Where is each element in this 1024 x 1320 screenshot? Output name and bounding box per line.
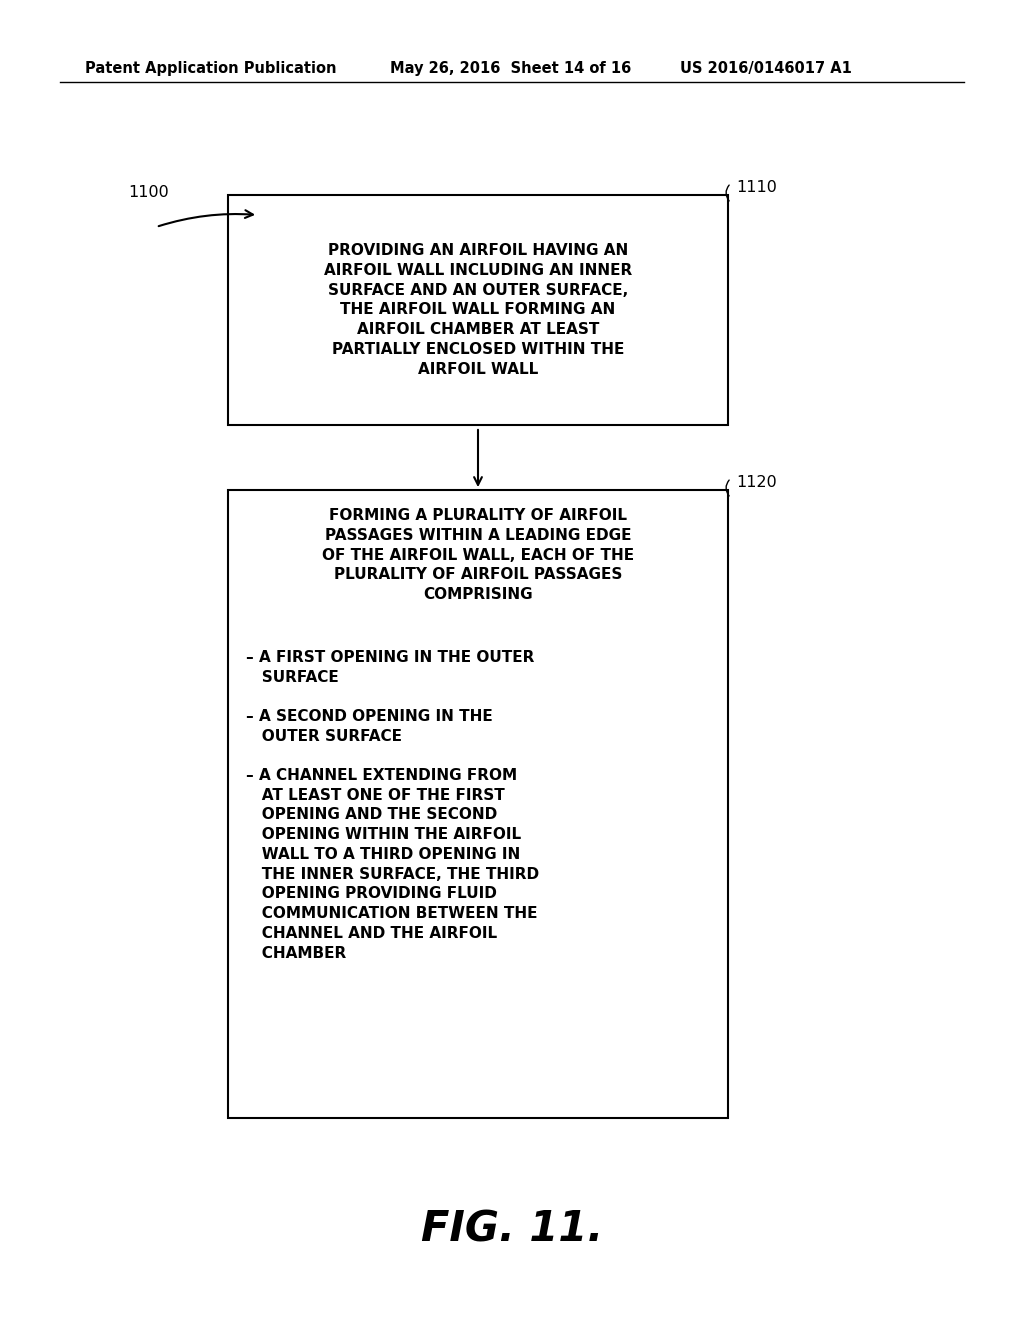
Text: 1110: 1110: [736, 180, 777, 195]
Text: 1120: 1120: [736, 475, 777, 490]
Text: FORMING A PLURALITY OF AIRFOIL
PASSAGES WITHIN A LEADING EDGE
OF THE AIRFOIL WAL: FORMING A PLURALITY OF AIRFOIL PASSAGES …: [322, 508, 634, 602]
Text: PROVIDING AN AIRFOIL HAVING AN
AIRFOIL WALL INCLUDING AN INNER
SURFACE AND AN OU: PROVIDING AN AIRFOIL HAVING AN AIRFOIL W…: [324, 243, 632, 378]
Text: May 26, 2016  Sheet 14 of 16: May 26, 2016 Sheet 14 of 16: [390, 61, 631, 75]
Bar: [228, 490, 728, 1118]
Text: – A FIRST OPENING IN THE OUTER
   SURFACE: – A FIRST OPENING IN THE OUTER SURFACE: [246, 651, 535, 685]
Text: Patent Application Publication: Patent Application Publication: [85, 61, 337, 75]
Text: US 2016/0146017 A1: US 2016/0146017 A1: [680, 61, 852, 75]
Text: – A SECOND OPENING IN THE
   OUTER SURFACE: – A SECOND OPENING IN THE OUTER SURFACE: [246, 709, 493, 744]
Text: – A CHANNEL EXTENDING FROM
   AT LEAST ONE OF THE FIRST
   OPENING AND THE SECON: – A CHANNEL EXTENDING FROM AT LEAST ONE …: [246, 768, 539, 961]
Bar: [228, 195, 728, 425]
Text: 1100: 1100: [128, 185, 169, 201]
Text: FIG. 11.: FIG. 11.: [421, 1209, 603, 1251]
